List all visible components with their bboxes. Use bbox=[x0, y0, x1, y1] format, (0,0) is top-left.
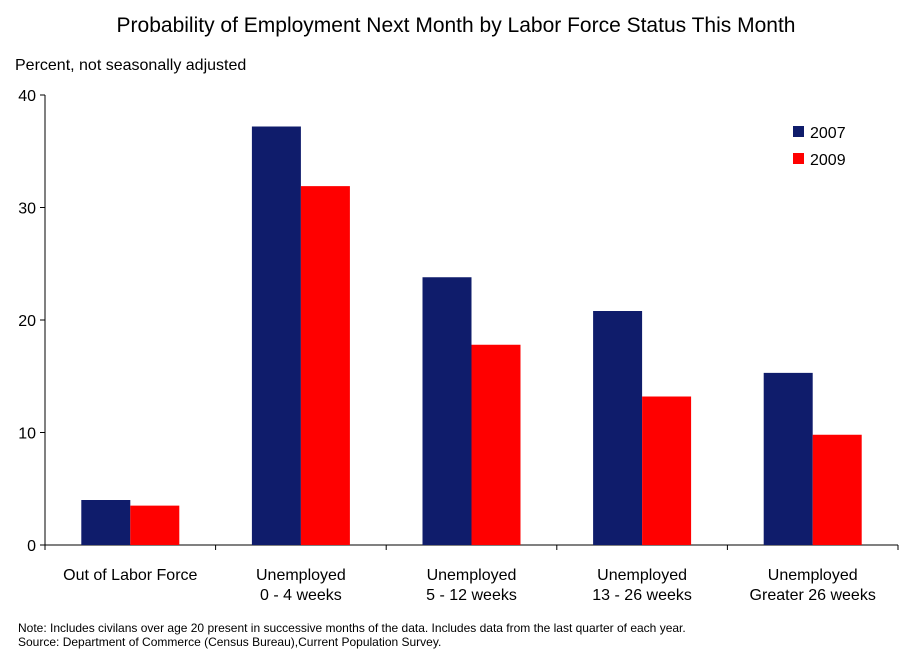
x-tick-label: Unemployed bbox=[427, 567, 517, 584]
bar-2009 bbox=[471, 344, 521, 545]
bar-2009 bbox=[642, 396, 692, 545]
bar-2007 bbox=[422, 277, 472, 545]
note-text: Note: Includes civilans over age 20 pres… bbox=[18, 621, 686, 635]
source-text: Source: Department of Commerce (Census B… bbox=[18, 635, 442, 649]
legend-swatch bbox=[793, 126, 804, 137]
plot-area: 0 10 20 30 40 Out of Labor Force Unemployed 0 -… bbox=[18, 88, 899, 604]
legend-swatch bbox=[793, 153, 804, 164]
y-tick-label: 20 bbox=[18, 313, 36, 330]
bar-2009 bbox=[130, 505, 180, 545]
x-tick-label: 0 - 4 weeks bbox=[260, 587, 342, 604]
x-tick-label: Unemployed bbox=[768, 567, 858, 584]
x-tick-label: Unemployed bbox=[597, 567, 687, 584]
bar-2007 bbox=[593, 311, 643, 545]
x-tick-label: Greater 26 weeks bbox=[750, 587, 876, 604]
bar-2007 bbox=[251, 126, 301, 545]
x-tick-label: 13 - 26 weeks bbox=[592, 587, 692, 604]
x-tick-label: Out of Labor Force bbox=[63, 567, 197, 584]
legend: 2007 2009 bbox=[793, 125, 846, 169]
legend-label: 2007 bbox=[810, 125, 846, 142]
bar-2009 bbox=[300, 186, 350, 545]
y-tick-label: 10 bbox=[18, 426, 36, 443]
bar-2009 bbox=[812, 434, 862, 545]
y-axis-label: Percent, not seasonally adjusted bbox=[15, 57, 246, 74]
chart-title: Probability of Employment Next Month by … bbox=[117, 14, 796, 37]
y-tick-label: 40 bbox=[18, 88, 36, 105]
legend-label: 2009 bbox=[810, 152, 846, 169]
y-tick-label: 0 bbox=[27, 538, 36, 555]
x-tick-label: 5 - 12 weeks bbox=[426, 587, 517, 604]
bar-2007 bbox=[81, 500, 131, 545]
x-tick-label: Unemployed bbox=[256, 567, 346, 584]
y-tick-label: 30 bbox=[18, 201, 36, 218]
bar-2007 bbox=[763, 372, 813, 545]
